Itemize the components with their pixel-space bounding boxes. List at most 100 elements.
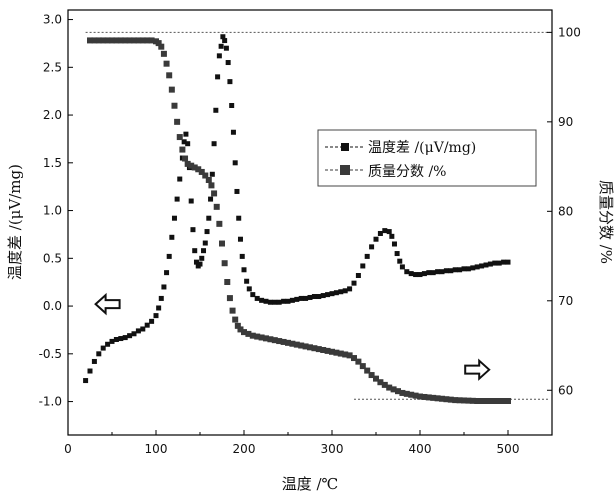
data-point [461, 266, 467, 272]
x-tick-label: 500 [497, 442, 520, 456]
data-point [399, 389, 406, 396]
data-point [285, 298, 291, 304]
data-point [183, 131, 189, 137]
data-point [483, 262, 489, 268]
data-point [122, 335, 128, 341]
data-point [118, 336, 124, 342]
data-point [226, 295, 233, 302]
data-point [195, 166, 202, 173]
data-point [148, 37, 155, 44]
data-point [184, 160, 191, 167]
data-point [333, 349, 340, 356]
left-tick-label: 2.5 [43, 60, 62, 74]
data-point [355, 273, 361, 279]
data-point [320, 347, 327, 353]
data-point [351, 355, 357, 362]
data-point [412, 392, 419, 399]
data-point [104, 37, 111, 44]
data-point [483, 398, 489, 404]
data-point [126, 37, 133, 44]
data-point [448, 268, 454, 274]
data-point [382, 228, 388, 234]
data-point [168, 86, 175, 93]
data-point [254, 295, 260, 301]
data-point [153, 313, 159, 319]
data-point [408, 391, 415, 398]
data-point [91, 37, 98, 44]
data-point [456, 397, 463, 404]
data-point [225, 60, 231, 66]
data-point [324, 347, 331, 354]
legend-box [317, 129, 537, 187]
data-point [188, 162, 195, 169]
data-point [302, 343, 309, 350]
data-point [501, 259, 507, 265]
data-point [347, 286, 353, 292]
data-point [272, 299, 278, 305]
data-point [158, 43, 165, 50]
data-point [230, 129, 236, 135]
left-axis-title: 温度差 /(μV/mg) [6, 164, 24, 280]
data-point [166, 72, 173, 79]
right-axis-title: 质量分数 /% [597, 180, 615, 264]
data-point [174, 118, 181, 125]
right-tick-label: 70 [558, 294, 573, 308]
data-point [199, 255, 205, 261]
data-point [140, 326, 146, 332]
data-point [421, 271, 427, 277]
data-point [293, 341, 300, 348]
data-point [156, 305, 162, 311]
data-point [368, 372, 375, 379]
data-point [216, 220, 223, 227]
data-point [100, 345, 106, 351]
data-point [250, 292, 256, 298]
data-point [249, 332, 256, 339]
data-point [221, 260, 228, 267]
data-point [236, 215, 242, 221]
data-point [373, 236, 379, 242]
data-point [430, 394, 437, 401]
left-axis-ticks: -1.0 -0.5 0.0 0.5 1.0 1.5 2.0 2.5 3.0 [39, 13, 73, 409]
data-point [461, 397, 467, 404]
data-point [307, 344, 313, 351]
left-tick-label: 2.0 [43, 108, 62, 122]
data-point [109, 338, 115, 344]
data-point [100, 37, 107, 44]
data-point [465, 397, 472, 404]
data-point [430, 270, 436, 276]
data-point [434, 395, 441, 402]
data-point [224, 279, 231, 285]
data-point [245, 330, 252, 337]
data-point [447, 396, 454, 403]
data-point [135, 37, 142, 44]
x-axis-title: 温度 /℃ [282, 475, 339, 493]
data-point [505, 398, 511, 404]
data-point [192, 248, 198, 254]
data-point [163, 60, 170, 67]
data-point [211, 141, 217, 147]
data-point [487, 398, 494, 404]
data-point [201, 248, 207, 254]
left-tick-label: 0.5 [43, 251, 62, 265]
left-tick-label: 1.5 [43, 156, 62, 170]
data-point [457, 267, 463, 273]
right-axis-ticks: 60 70 80 90 100 [547, 25, 581, 397]
data-point [160, 50, 167, 57]
data-point [179, 146, 186, 153]
data-point [435, 269, 441, 275]
data-point [211, 190, 218, 197]
data-point [289, 340, 296, 347]
data-point [404, 269, 410, 275]
data-point [158, 295, 164, 301]
data-point [496, 260, 502, 266]
legend-label-dta: 温度差 /(μV/mg) [368, 140, 476, 156]
data-point [237, 236, 243, 242]
data-point [280, 338, 287, 345]
data-point [190, 227, 196, 233]
data-point [87, 368, 93, 374]
series-temperature-difference [83, 34, 511, 384]
data-point [360, 263, 366, 269]
legend-marker-tg [340, 165, 350, 175]
x-axis-ticks: 0 100 200 300 400 500 [64, 430, 519, 456]
data-point [381, 381, 388, 388]
